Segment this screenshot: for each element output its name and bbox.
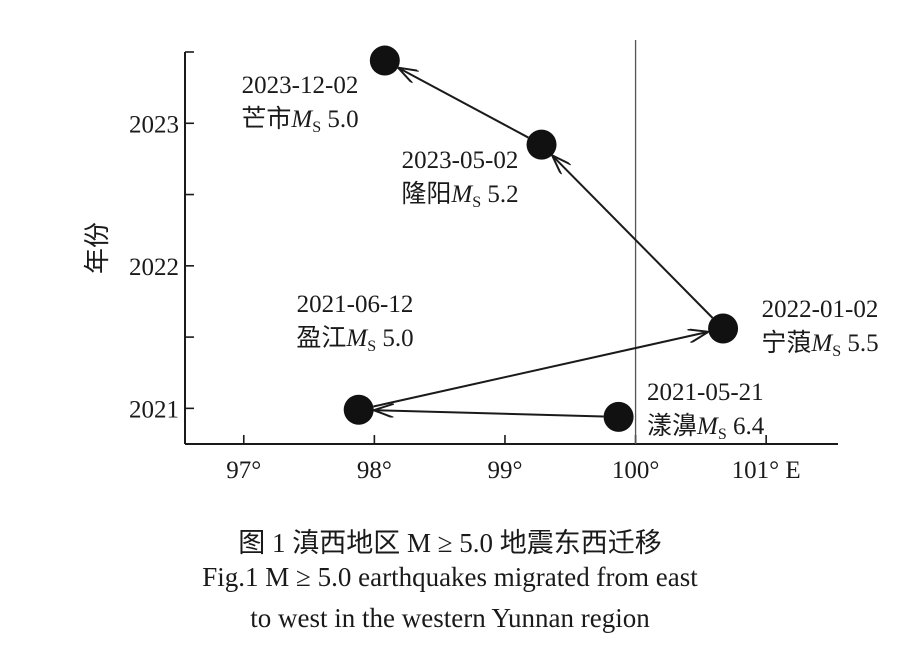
point-place-magnitude-label: 漾濞MS 6.4 xyxy=(647,412,765,443)
migration-arrow xyxy=(399,68,529,139)
migration-arrow xyxy=(553,156,714,319)
point-date-label: 2023-05-02 xyxy=(402,147,519,174)
y-tick-label: 2021 xyxy=(129,396,179,423)
x-tick-label: 98° xyxy=(357,457,392,484)
earthquake-point xyxy=(603,401,634,432)
x-tick-label: 99° xyxy=(487,457,522,484)
x-tick-label: 97° xyxy=(226,457,261,484)
figure-caption-english-line2: to west in the western Yunnan region xyxy=(250,603,650,633)
x-tick-label: 101° E xyxy=(732,457,801,484)
earthquake-point xyxy=(369,45,400,76)
y-tick-label: 2022 xyxy=(129,254,179,281)
migration-arrow xyxy=(375,410,604,416)
point-place-magnitude-label: 盈江MS 5.0 xyxy=(296,324,413,355)
point-date-label: 2022-01-02 xyxy=(762,296,879,323)
y-tick-label: 2023 xyxy=(129,111,179,138)
y-axis-title: 年份 xyxy=(83,222,112,274)
chart: 97° 98° 99° 100° 101° E 2021 2022 2023 年份 2021-0… xyxy=(83,40,879,484)
figure-caption-english-line1: Fig.1 M ≥ 5.0 earthquakes migrated from … xyxy=(202,562,698,592)
point-date-label: 2023-12-02 xyxy=(242,72,359,99)
earthquake-point xyxy=(343,394,374,425)
point-place-magnitude-label: 芒市MS 5.0 xyxy=(241,105,358,136)
point-place-magnitude-label: 隆阳MS 5.2 xyxy=(401,180,518,211)
x-tick-label: 100° xyxy=(612,457,660,484)
figure-caption-chinese: 图 1 滇西地区 M ≥ 5.0 地震东西迁移 xyxy=(238,528,662,558)
point-date-label: 2021-06-12 xyxy=(297,291,414,318)
earthquake-point xyxy=(708,313,739,344)
earthquake-point xyxy=(526,129,557,160)
point-date-label: 2021-05-21 xyxy=(647,379,764,406)
point-place-magnitude-label: 宁蒗MS 5.5 xyxy=(761,329,878,360)
migration-arrow xyxy=(373,332,707,408)
